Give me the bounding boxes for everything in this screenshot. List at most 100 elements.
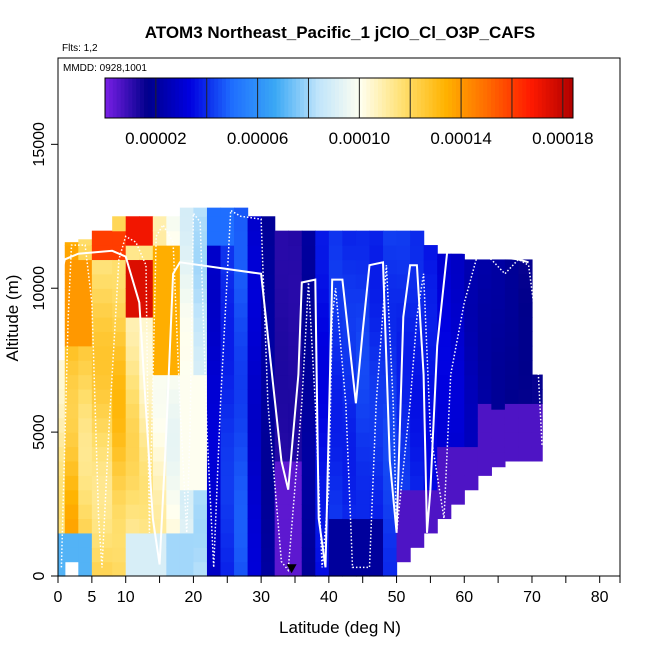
- heatmap-cell: [288, 245, 303, 261]
- heatmap-cell: [369, 230, 384, 246]
- y-tick-label: 5000: [31, 414, 48, 450]
- heatmap-cell: [288, 547, 303, 563]
- heatmap-cell: [410, 417, 425, 433]
- heatmap-cell: [166, 547, 181, 563]
- heatmap-cell: [531, 432, 543, 448]
- heatmap-cell: [301, 317, 316, 332]
- heatmap-cell: [396, 374, 411, 390]
- heatmap-cell: [179, 302, 195, 318]
- heatmap-cell: [477, 417, 492, 433]
- heatmap-cell: [396, 245, 411, 261]
- y-tick-label: 10000: [31, 266, 48, 311]
- heatmap-cell: [410, 532, 425, 548]
- heatmap-cell: [383, 403, 398, 419]
- colorbar-segment: [206, 78, 211, 118]
- heatmap-cell: [64, 504, 79, 520]
- heatmap-cell: [220, 245, 235, 261]
- colorbar-segment: [569, 78, 574, 118]
- heatmap-cell: [396, 547, 411, 563]
- colorbar-segment: [284, 78, 289, 118]
- colorbar-segment: [518, 78, 523, 118]
- heatmap-cell: [91, 230, 113, 246]
- heatmap-cell: [464, 288, 479, 304]
- heatmap-cell: [152, 561, 167, 577]
- heatmap-cell: [450, 253, 465, 261]
- heatmap-cell: [91, 374, 113, 390]
- colorbar-segment: [311, 78, 317, 118]
- colorbar-segment: [522, 78, 527, 118]
- heatmap-cell: [301, 432, 316, 448]
- heatmap-cell: [91, 489, 113, 505]
- heatmap-cell: [369, 489, 384, 505]
- heatmap-cell: [491, 351, 506, 367]
- colorbar-segment: [561, 78, 566, 118]
- heatmap-cell: [58, 532, 66, 548]
- heatmap-cell: [78, 518, 93, 534]
- heatmap-cell: [152, 302, 167, 318]
- heatmap-cell: [78, 374, 93, 390]
- heatmap-cell: [78, 532, 93, 548]
- heatmap-cell: [193, 475, 208, 491]
- heatmap-cell: [261, 475, 276, 491]
- heatmap-cell: [450, 302, 465, 318]
- heatmap-cell: [328, 345, 343, 361]
- heatmap-cell: [450, 388, 465, 404]
- heatmap-cell: [274, 446, 289, 462]
- heatmap-cell: [139, 317, 154, 332]
- flight-tracks: [50, 209, 543, 574]
- heatmap-cell: [396, 259, 411, 275]
- heatmap-cell: [288, 417, 303, 433]
- heatmap-cell: [396, 345, 411, 361]
- heatmap-cell: [166, 475, 181, 491]
- heatmap-cell: [450, 432, 465, 448]
- heatmap-cell: [342, 518, 357, 534]
- colorbar-segment: [428, 78, 434, 118]
- location-marker: [286, 564, 297, 574]
- heatmap-cell: [234, 561, 249, 577]
- heatmap-cell: [328, 446, 343, 462]
- heatmap-cell: [369, 245, 384, 261]
- heatmap-cell: [477, 388, 492, 404]
- heatmap-cell: [491, 279, 506, 295]
- heatmap-cell: [179, 475, 195, 491]
- heatmap-cell: [234, 388, 249, 404]
- heatmap-cell: [247, 360, 262, 376]
- heatmap-cell: [220, 317, 235, 332]
- heatmap-cell: [193, 504, 208, 520]
- heatmap-cell: [152, 388, 167, 404]
- heatmap-cell: [64, 302, 79, 318]
- colorbar-segment: [241, 78, 246, 118]
- heatmap-cell: [396, 504, 411, 520]
- heatmap-cell: [464, 345, 479, 361]
- heatmap-cell: [328, 475, 343, 491]
- heatmap-cell: [315, 230, 330, 246]
- heatmap-cell: [64, 242, 79, 246]
- heatmap-cell: [328, 417, 343, 433]
- heatmap-cell: [166, 532, 181, 548]
- heatmap-cell: [504, 374, 520, 390]
- heatmap-cell: [383, 561, 398, 577]
- heatmap-cell: [450, 446, 465, 462]
- heatmap-cell: [274, 302, 289, 318]
- heatmap-cell: [166, 489, 181, 505]
- heatmap-cell: [491, 259, 506, 266]
- heatmap-cell: [112, 230, 127, 246]
- heatmap-cell: [261, 460, 276, 476]
- y-tick-label: 15000: [31, 122, 48, 167]
- heatmap-cell: [450, 489, 465, 505]
- heatmap-cell: [423, 403, 438, 419]
- heatmap-cell: [112, 345, 127, 361]
- heatmap-cell: [301, 532, 316, 548]
- heatmap-cell: [369, 432, 384, 448]
- heatmap-cell: [64, 273, 79, 289]
- colorbar-segment: [229, 78, 235, 118]
- heatmap-cell: [206, 518, 222, 534]
- heatmap-cell: [125, 360, 140, 376]
- colorbar-segment: [210, 78, 215, 118]
- heatmap-cell: [437, 504, 452, 520]
- heatmap-cell: [383, 475, 398, 491]
- heatmap-cell: [342, 317, 357, 332]
- heatmap-cell: [206, 317, 222, 332]
- heatmap-cell: [328, 532, 343, 548]
- colorbar-segment: [307, 78, 313, 118]
